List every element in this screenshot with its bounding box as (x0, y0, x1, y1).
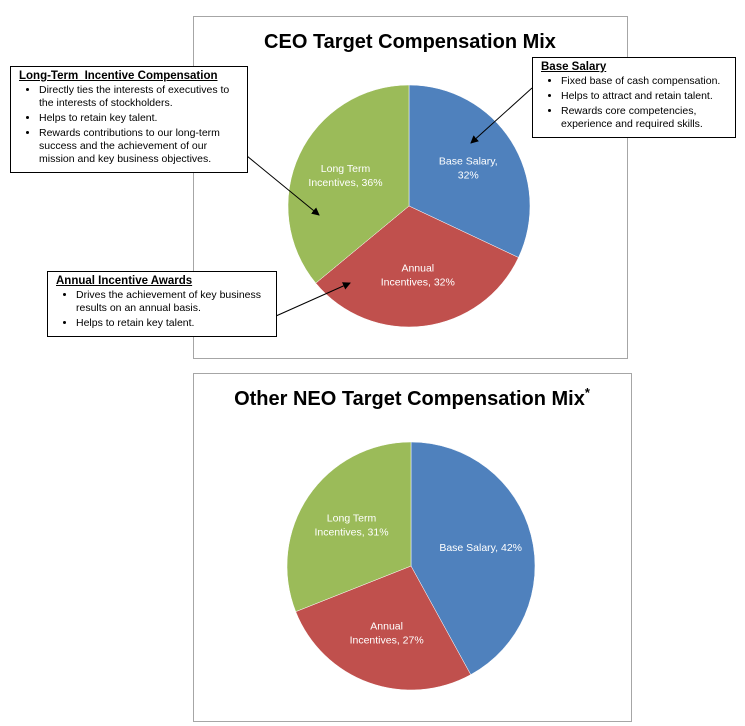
callout-bullet: Rewards core competencies, experience an… (561, 105, 729, 131)
slice-label: Long Term Incentives, 31% (314, 512, 388, 538)
chart-title: CEO Target Compensation Mix (264, 31, 556, 53)
title-note: * (585, 385, 591, 400)
callout-arrow (470, 87, 533, 144)
callout-box: Base Salary Fixed base of cash compensati… (532, 57, 736, 138)
slice-label: Annual Incentives, 32% (381, 262, 455, 288)
callout-title: Base Salary (541, 61, 607, 73)
pie-slice (408, 84, 531, 258)
callout-title: Long-Term Incentive Compensation (19, 70, 218, 82)
slice-label: Long Term Incentives, 36% (308, 163, 382, 189)
pie-slice (287, 84, 410, 284)
pie-slice (295, 565, 472, 691)
callout-bullet: Helps to retain key talent. (39, 112, 241, 125)
slice-label: Base Salary, 32% (439, 155, 498, 181)
callout-list: Fixed base of cash compensation. Helps to… (541, 75, 729, 131)
slice-label: Annual Incentives, 27% (350, 620, 424, 646)
pie-slice (315, 205, 519, 328)
chart-title: Other NEO Target Compensation Mix (234, 388, 585, 410)
callout-bullet: Helps to attract and retain talent. (561, 90, 729, 103)
callout-arrow (275, 282, 351, 317)
callout-bullet: Fixed base of cash compensation. (561, 75, 729, 88)
callout-box: Long-Term Incentive Compensation Directly… (10, 66, 248, 173)
callout-arrow (246, 155, 320, 216)
callout-bullet: Helps to retain key talent. (76, 317, 270, 330)
callout-bullet: Drives the achievement of key business r… (76, 289, 270, 315)
callout-bullet: Rewards contributions to our long-term s… (39, 127, 241, 166)
callout-list: Drives the achievement of key business r… (56, 289, 270, 330)
pie-slice (410, 441, 536, 676)
pie-slice (286, 441, 412, 612)
callout-list: Directly ties the interests of executive… (19, 84, 241, 166)
chart-title: CEO Target Compensation Mix (264, 31, 556, 53)
callout-title: Annual Incentive Awards (56, 275, 193, 287)
chart-title: Other NEO Target Compensation Mix* (234, 385, 591, 410)
slice-label: Base Salary, 42% (439, 542, 522, 554)
callout-box: Annual Incentive Awards Drives the achiev… (47, 271, 277, 337)
callout-bullet: Directly ties the interests of executive… (39, 84, 241, 110)
